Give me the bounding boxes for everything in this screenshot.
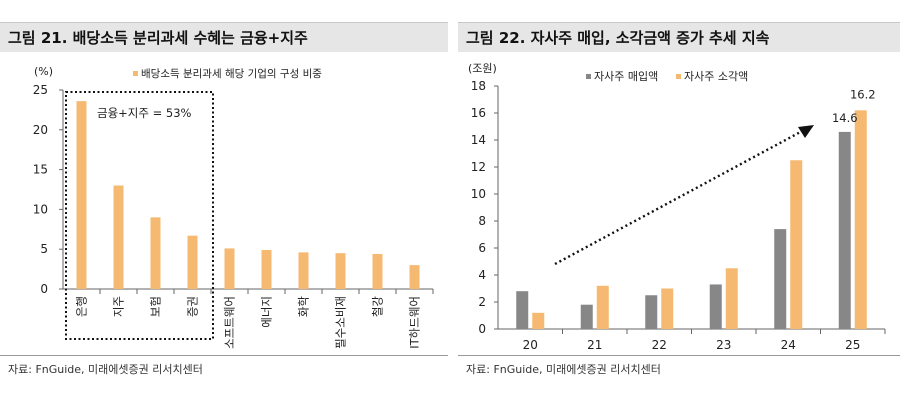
- x-tick-label: 20: [523, 338, 538, 352]
- bar: [113, 185, 124, 289]
- bar: [725, 268, 738, 329]
- trend-arrow-line: [554, 127, 807, 266]
- left-chart-panel: 그림 21. 배당소득 분리과세 수혜는 금융+지주 (%) 0 5 10 15 20 25…: [0, 0, 448, 400]
- trend-arrow-head: [798, 125, 814, 138]
- y-axis-unit-label: (조원): [468, 62, 497, 75]
- y-tick-label: 12: [471, 160, 486, 174]
- legend-label: 자사주 소각액: [684, 70, 748, 83]
- x-tick-label: 화학: [297, 296, 311, 318]
- bar: [532, 312, 545, 329]
- bar: [76, 101, 87, 289]
- bar: [372, 253, 383, 289]
- y-tick-label: 14: [471, 133, 486, 147]
- bar: [596, 285, 609, 329]
- bar: [335, 253, 346, 289]
- y-tick-label: 10: [33, 202, 48, 216]
- right-bottom-rule: [458, 355, 900, 356]
- legend-swatch: [586, 74, 591, 79]
- y-axis-unit-label: (%): [34, 65, 53, 78]
- bar: [854, 110, 867, 329]
- y-tick-label: 0: [478, 322, 486, 336]
- y-tick-label: 0: [40, 282, 48, 296]
- bar: [261, 249, 272, 289]
- annotation-label: 금융+지주 = 53%: [97, 106, 192, 120]
- y-tick-label: 15: [33, 163, 48, 177]
- x-tick-label: 소프트웨어: [223, 296, 237, 349]
- highlight-box: [65, 91, 214, 340]
- bar: [709, 284, 722, 329]
- y-tick-label: 20: [33, 123, 48, 137]
- legend: 배당소득 분리과세 해당 기업의 구성 비중: [133, 67, 322, 80]
- x-tick-label: 25: [845, 338, 860, 352]
- x-tick-label: 지주: [112, 296, 126, 317]
- x-tick-label: 22: [652, 338, 667, 352]
- legend-label: 자사주 매입액: [594, 70, 658, 83]
- right-chart-panel: 그림 22. 자사주 매입, 소각금액 증가 추세 지속 (조원) 0 2 4 6 8 10…: [458, 0, 900, 400]
- bar: [838, 131, 851, 329]
- x-tick-label: IT하드웨어: [408, 296, 422, 349]
- y-tick-label: 2: [478, 295, 486, 309]
- y-tick-label: 5: [40, 242, 48, 256]
- legend-swatch: [133, 71, 138, 76]
- y-tick-label: 18: [471, 79, 486, 93]
- x-tick-label: 보험: [149, 296, 163, 317]
- y-tick-label: 8: [478, 214, 486, 228]
- legend-swatch: [676, 74, 681, 79]
- right-chart-title: 그림 22. 자사주 매입, 소각금액 증가 추세 지속: [458, 22, 900, 52]
- bar: [774, 229, 787, 329]
- bar: [661, 288, 674, 329]
- x-tick-label: 은행: [75, 296, 89, 317]
- x-tick-label: 24: [781, 338, 796, 352]
- bar: [645, 295, 658, 329]
- left-source: 자료: FnGuide, 미래에셋증권 리서치센터: [8, 363, 203, 376]
- x-tick-label: 21: [587, 338, 602, 352]
- y-tick-label: 10: [471, 187, 486, 201]
- left-bottom-rule: [0, 355, 448, 356]
- y-tick-label: 6: [478, 241, 486, 255]
- bar: [409, 265, 420, 289]
- left-chart-title: 그림 21. 배당소득 분리과세 수혜는 금융+지주: [0, 22, 448, 52]
- x-tick-label: 철강: [371, 296, 385, 318]
- bar: [224, 248, 235, 289]
- data-label: 14.6: [832, 111, 858, 125]
- y-tick-label: 16: [471, 106, 486, 120]
- legend: 자사주 매입액 자사주 소각액: [586, 70, 748, 83]
- legend-label: 배당소득 분리과세 해당 기업의 구성 비중: [141, 67, 322, 80]
- right-source: 자료: FnGuide, 미래에셋증권 리서치센터: [466, 363, 661, 376]
- bar: [150, 217, 161, 289]
- bar: [790, 160, 803, 329]
- data-label: 16.2: [850, 87, 876, 101]
- bar: [187, 235, 198, 289]
- bar: [516, 291, 529, 329]
- x-tick-label: 에너지: [260, 296, 274, 328]
- x-tick-label: 증권: [186, 296, 200, 317]
- y-tick-label: 4: [478, 268, 486, 282]
- bar: [298, 252, 309, 289]
- y-tick-label: 25: [33, 83, 48, 97]
- x-tick-label: 필수소비재: [334, 296, 348, 349]
- bar: [580, 304, 593, 329]
- x-tick-label: 23: [716, 338, 731, 352]
